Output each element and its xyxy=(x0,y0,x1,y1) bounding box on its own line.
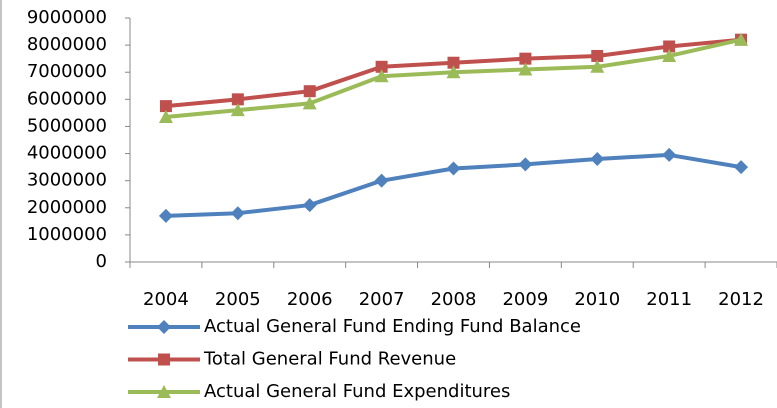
legend-label: Actual General Fund Expenditures xyxy=(204,381,510,402)
y-tick-label: 7000000 xyxy=(27,61,107,82)
x-tick-label: 2005 xyxy=(215,289,261,310)
marker xyxy=(663,40,676,53)
marker xyxy=(447,56,460,69)
marker xyxy=(591,49,604,62)
marker xyxy=(231,93,244,106)
x-tick-label: 2009 xyxy=(502,289,548,310)
legend-label: Actual General Fund Ending Fund Balance xyxy=(204,316,581,337)
y-tick-label: 0 xyxy=(96,251,107,272)
marker xyxy=(158,208,173,223)
y-tick-label: 4000000 xyxy=(27,143,107,164)
marker xyxy=(519,52,532,65)
marker xyxy=(230,206,245,221)
y-tick-label: 9000000 xyxy=(27,7,107,28)
y-tick-label: 6000000 xyxy=(27,88,107,109)
x-tick-label: 2007 xyxy=(359,289,405,310)
marker xyxy=(446,65,461,79)
y-tick-label: 8000000 xyxy=(27,34,107,55)
x-tick-label: 2011 xyxy=(646,289,692,310)
marker xyxy=(158,353,170,366)
marker xyxy=(303,85,316,98)
marker xyxy=(590,59,605,73)
y-tick-label: 2000000 xyxy=(27,197,107,218)
marker xyxy=(159,100,172,113)
marker xyxy=(446,161,461,176)
marker xyxy=(157,385,171,398)
y-tick-label: 1000000 xyxy=(27,224,107,245)
marker xyxy=(230,103,245,117)
x-tick-label: 2012 xyxy=(718,289,764,310)
marker xyxy=(158,109,173,123)
marker xyxy=(302,198,317,213)
legend-label: Total General Fund Revenue xyxy=(203,349,456,370)
marker xyxy=(302,96,317,110)
marker xyxy=(518,62,533,76)
marker xyxy=(157,320,171,334)
marker xyxy=(662,48,677,62)
marker xyxy=(375,60,388,73)
marker xyxy=(734,160,749,175)
y-tick-label: 3000000 xyxy=(27,170,107,191)
marker xyxy=(662,147,677,162)
x-tick-label: 2006 xyxy=(287,289,333,310)
marker xyxy=(518,157,533,172)
marker xyxy=(734,32,749,46)
x-tick-label: 2010 xyxy=(574,289,620,310)
marker xyxy=(374,173,389,188)
x-tick-label: 2004 xyxy=(143,289,189,310)
marker xyxy=(374,69,389,83)
y-tick-label: 5000000 xyxy=(27,115,107,136)
x-tick-label: 2008 xyxy=(431,289,477,310)
marker xyxy=(590,151,605,166)
